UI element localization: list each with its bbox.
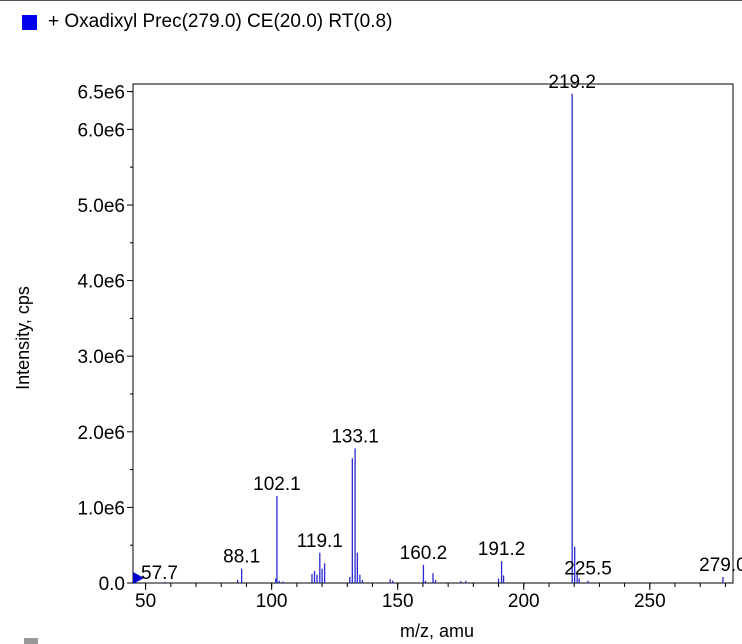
y-tick-label: 4.0e6 <box>77 272 125 293</box>
top-border <box>0 0 742 1</box>
y-tick-label: 5.0e6 <box>77 196 125 217</box>
y-tick-label: 2.0e6 <box>77 423 125 444</box>
peak-label: 219.2 <box>548 72 596 93</box>
peak-label: 57.7 <box>141 563 178 584</box>
chart-legend: + Oxadixyl Prec(279.0) CE(20.0) RT(0.8) <box>22 11 392 33</box>
legend-swatch <box>22 14 37 30</box>
y-axis-title: Intensity, cps <box>13 286 33 390</box>
peak-label: 279.0 <box>699 555 742 576</box>
y-tick-label: 6.5e6 <box>77 83 125 104</box>
x-tick-label: 150 <box>382 591 414 612</box>
peak-label: 119.1 <box>297 531 343 552</box>
x-axis-title: m/z, amu <box>400 621 474 641</box>
axes: 0.0 1.0e6 2.0e6 3.0e6 4.0e6 5.0e6 6.0e6 6.5e6 50… <box>77 83 734 612</box>
legend-label: + Oxadixyl Prec(279.0) CE(20.0) RT(0.8) <box>48 11 393 32</box>
legend-swatch-partial <box>24 638 38 644</box>
peak-label: 133.1 <box>331 426 379 447</box>
peak-label: 191.2 <box>478 539 526 560</box>
x-tick-label: 250 <box>634 591 666 612</box>
x-tick-label: 200 <box>508 591 540 612</box>
y-tick-label: 6.0e6 <box>77 120 125 141</box>
peak-label: 160.2 <box>400 543 448 564</box>
peak-label: 225.5 <box>564 559 612 580</box>
y-tick-label: 0.0 <box>99 574 125 595</box>
peak-label: 102.1 <box>253 474 301 495</box>
peak-series <box>164 93 724 583</box>
peak-labels: 57.7 88.1 102.1 119.1 133.1 160.2 191.2 219.2 22… <box>141 72 742 584</box>
plot-frame <box>132 83 734 584</box>
x-tick-label: 100 <box>256 591 288 612</box>
x-tick-label: 50 <box>135 591 156 612</box>
y-tick-label: 1.0e6 <box>77 498 125 519</box>
y-tick-label: 3.0e6 <box>77 347 125 368</box>
baseline-marker <box>133 572 144 584</box>
peak-label: 88.1 <box>223 547 260 568</box>
